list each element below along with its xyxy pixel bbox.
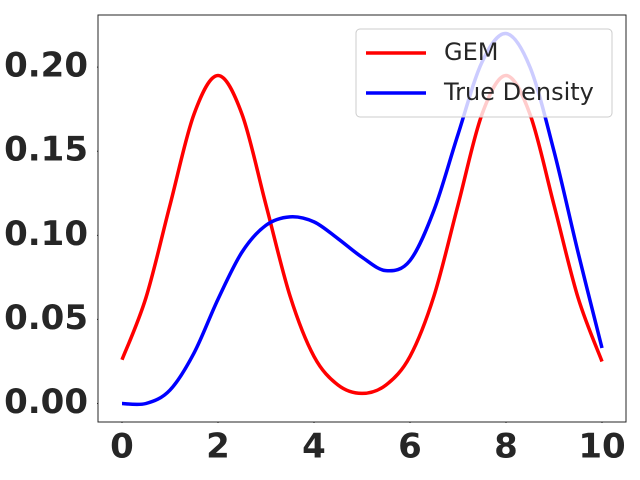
x-tick-label: 8 <box>494 427 518 467</box>
x-tick-label: 6 <box>398 427 422 467</box>
x-tick-label: 4 <box>302 427 326 467</box>
y-tick-label: 0.15 <box>4 130 88 170</box>
x-tick-label: 2 <box>206 427 230 467</box>
y-tick-label: 0.10 <box>4 214 88 254</box>
x-tick-label: 0 <box>110 427 134 467</box>
y-tick-label: 0.20 <box>4 46 88 86</box>
legend-box <box>355 28 613 118</box>
y-tick-label: 0.00 <box>4 382 88 422</box>
y-tick-label: 0.05 <box>4 298 88 338</box>
legend-label: GEM <box>444 38 498 66</box>
x-tick-label: 10 <box>578 427 625 467</box>
legend-label: True Density <box>443 78 594 106</box>
